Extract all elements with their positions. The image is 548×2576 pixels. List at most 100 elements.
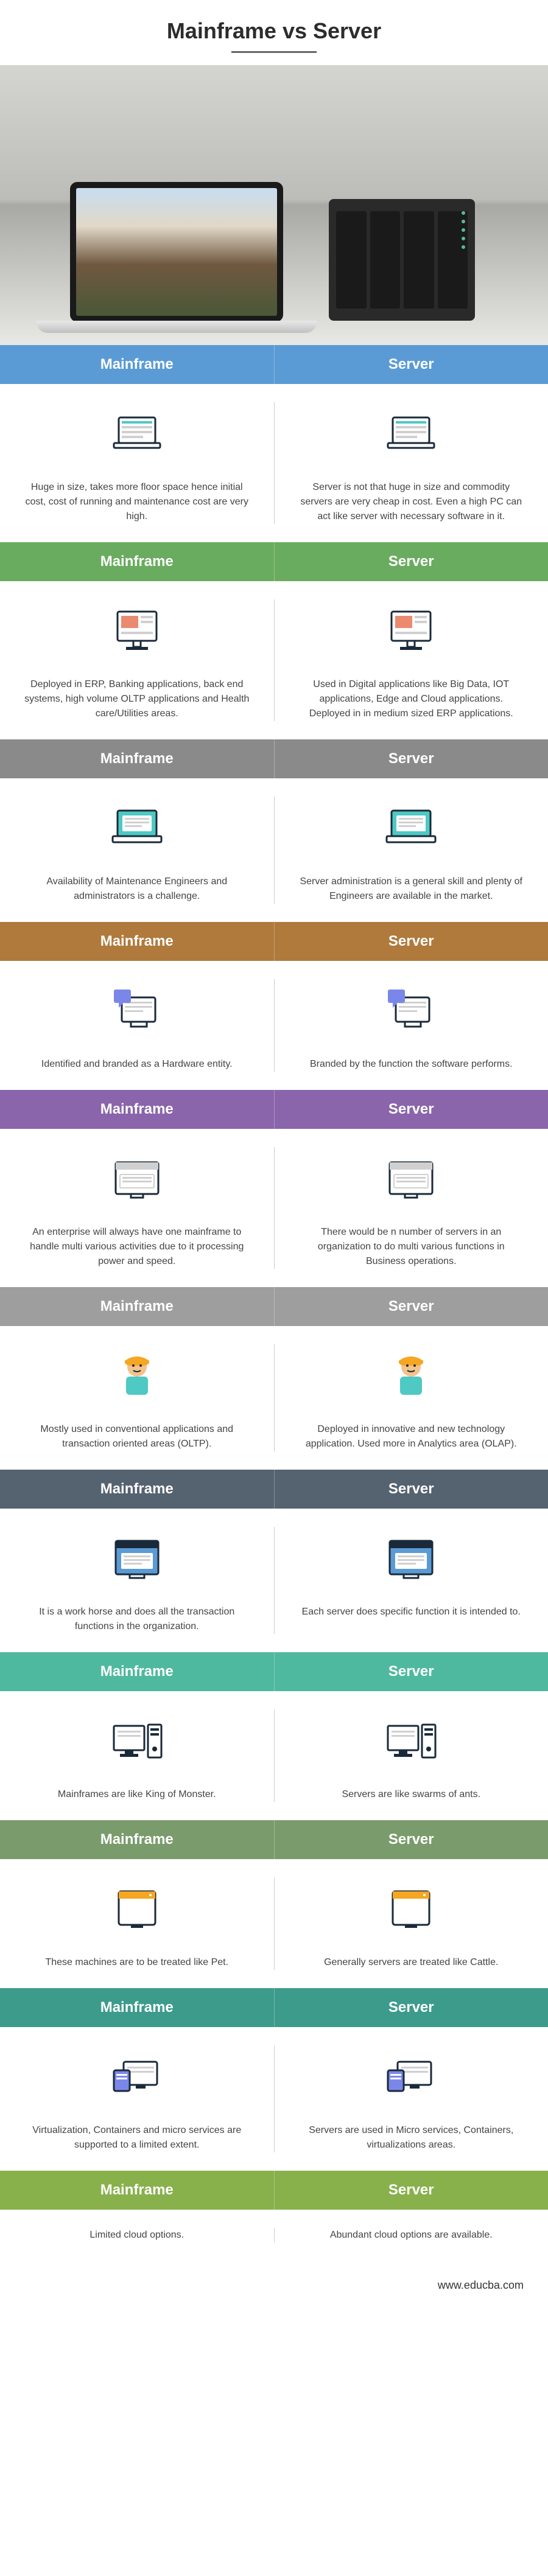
header-right: Server — [275, 1090, 548, 1129]
mainframe-text: An enterprise will always have one mainf… — [24, 1225, 250, 1269]
comparison-sections: Mainframe Server Huge in size, takes mor… — [0, 345, 548, 2261]
comparison-row: These machines are to be treated like Pe… — [0, 1859, 548, 1988]
mainframe-text: Identified and branded as a Hardware ent… — [24, 1057, 250, 1072]
server-cell: Abundant cloud options are available. — [275, 2228, 548, 2243]
tablet-icon — [24, 1877, 250, 1944]
header-left: Mainframe — [0, 1090, 274, 1129]
hero-image — [0, 65, 548, 345]
mainframe-text: These machines are to be treated like Pe… — [24, 1955, 250, 1970]
comparison-row: It is a work horse and does all the tran… — [0, 1509, 548, 1652]
section-header: Mainframe Server — [0, 1470, 548, 1509]
mainframe-cell: Availability of Maintenance Engineers an… — [0, 797, 274, 904]
title-section: Mainframe vs Server — [0, 0, 548, 65]
header-left: Mainframe — [0, 739, 274, 778]
header-right: Server — [275, 1988, 548, 2027]
server-text: Server is not that huge in size and comm… — [299, 480, 524, 524]
header-left: Mainframe — [0, 345, 274, 384]
header-right: Server — [275, 739, 548, 778]
section-header: Mainframe Server — [0, 1652, 548, 1691]
multi-device-icon — [299, 2045, 524, 2112]
laptop-open-icon — [299, 797, 524, 864]
section-header: Mainframe Server — [0, 1287, 548, 1326]
laptop-icon — [24, 402, 250, 469]
header-left: Mainframe — [0, 1470, 274, 1509]
section-header: Mainframe Server — [0, 1988, 548, 2027]
server-cell: Used in Digital applications like Big Da… — [275, 599, 548, 721]
monitor-icon — [299, 599, 524, 666]
header-left: Mainframe — [0, 922, 274, 961]
device-chat-icon — [299, 979, 524, 1046]
mainframe-cell: An enterprise will always have one mainf… — [0, 1147, 274, 1269]
server-text: There would be n number of servers in an… — [299, 1225, 524, 1269]
mainframe-text: Deployed in ERP, Banking applications, b… — [24, 677, 250, 721]
header-right: Server — [275, 345, 548, 384]
header-left: Mainframe — [0, 1652, 274, 1691]
header-right: Server — [275, 1470, 548, 1509]
mainframe-text: Mainframes are like King of Monster. — [24, 1787, 250, 1802]
window-icon — [299, 1527, 524, 1594]
mainframe-text: Huge in size, takes more floor space hen… — [24, 480, 250, 524]
server-cell: Servers are like swarms of ants. — [275, 1709, 548, 1802]
mainframe-text: Mostly used in conventional applications… — [24, 1422, 250, 1451]
mainframe-text: It is a work horse and does all the tran… — [24, 1605, 250, 1634]
server-cell: Server is not that huge in size and comm… — [275, 402, 548, 524]
laptop-illustration — [37, 182, 317, 333]
pc-tower-icon — [24, 1709, 250, 1776]
header-left: Mainframe — [0, 1287, 274, 1326]
server-text: Abundant cloud options are available. — [299, 2228, 524, 2243]
server-cell: There would be n number of servers in an… — [275, 1147, 548, 1269]
header-right: Server — [275, 1287, 548, 1326]
header-left: Mainframe — [0, 2171, 274, 2210]
window-icon — [24, 1527, 250, 1594]
mainframe-cell: Limited cloud options. — [0, 2228, 274, 2243]
section-header: Mainframe Server — [0, 922, 548, 961]
section-header: Mainframe Server — [0, 542, 548, 581]
mainframe-text: Availability of Maintenance Engineers an… — [24, 874, 250, 904]
title-underline — [231, 51, 317, 53]
comparison-row: Mainframes are like King of Monster. Ser… — [0, 1691, 548, 1820]
mainframe-cell: Mostly used in conventional applications… — [0, 1344, 274, 1451]
header-right: Server — [275, 1820, 548, 1859]
comparison-row: Deployed in ERP, Banking applications, b… — [0, 581, 548, 739]
monitor-icon — [24, 599, 250, 666]
server-cell: Server administration is a general skill… — [275, 797, 548, 904]
comparison-row: Mostly used in conventional applications… — [0, 1326, 548, 1470]
server-text: Servers are used in Micro services, Cont… — [299, 2123, 524, 2152]
server-text: Servers are like swarms of ants. — [299, 1787, 524, 1802]
section-header: Mainframe Server — [0, 739, 548, 778]
browser-window-icon — [24, 1147, 250, 1214]
header-right: Server — [275, 922, 548, 961]
server-text: Server administration is a general skill… — [299, 874, 524, 904]
header-left: Mainframe — [0, 1820, 274, 1859]
nas-illustration — [329, 199, 475, 321]
tablet-icon — [299, 1877, 524, 1944]
mainframe-cell: It is a work horse and does all the tran… — [0, 1527, 274, 1634]
multi-device-icon — [24, 2045, 250, 2112]
mainframe-cell: Virtualization, Containers and micro ser… — [0, 2045, 274, 2152]
comparison-row: Availability of Maintenance Engineers an… — [0, 778, 548, 922]
comparison-row: An enterprise will always have one mainf… — [0, 1129, 548, 1287]
header-right: Server — [275, 2171, 548, 2210]
header-right: Server — [275, 542, 548, 581]
person-icon — [24, 1344, 250, 1411]
section-header: Mainframe Server — [0, 345, 548, 384]
server-text: Used in Digital applications like Big Da… — [299, 677, 524, 721]
page-title: Mainframe vs Server — [0, 18, 548, 44]
header-left: Mainframe — [0, 1988, 274, 2027]
server-cell: Servers are used in Micro services, Cont… — [275, 2045, 548, 2152]
header-right: Server — [275, 1652, 548, 1691]
comparison-row: Virtualization, Containers and micro ser… — [0, 2027, 548, 2171]
section-header: Mainframe Server — [0, 2171, 548, 2210]
mainframe-cell: Deployed in ERP, Banking applications, b… — [0, 599, 274, 721]
laptop-open-icon — [24, 797, 250, 864]
comparison-row: Identified and branded as a Hardware ent… — [0, 961, 548, 1090]
mainframe-cell: These machines are to be treated like Pe… — [0, 1877, 274, 1970]
laptop-icon — [299, 402, 524, 469]
server-text: Deployed in innovative and new technolog… — [299, 1422, 524, 1451]
pc-tower-icon — [299, 1709, 524, 1776]
server-cell: Each server does specific function it is… — [275, 1527, 548, 1634]
mainframe-cell: Mainframes are like King of Monster. — [0, 1709, 274, 1802]
device-chat-icon — [24, 979, 250, 1046]
server-text: Each server does specific function it is… — [299, 1605, 524, 1619]
person-icon — [299, 1344, 524, 1411]
